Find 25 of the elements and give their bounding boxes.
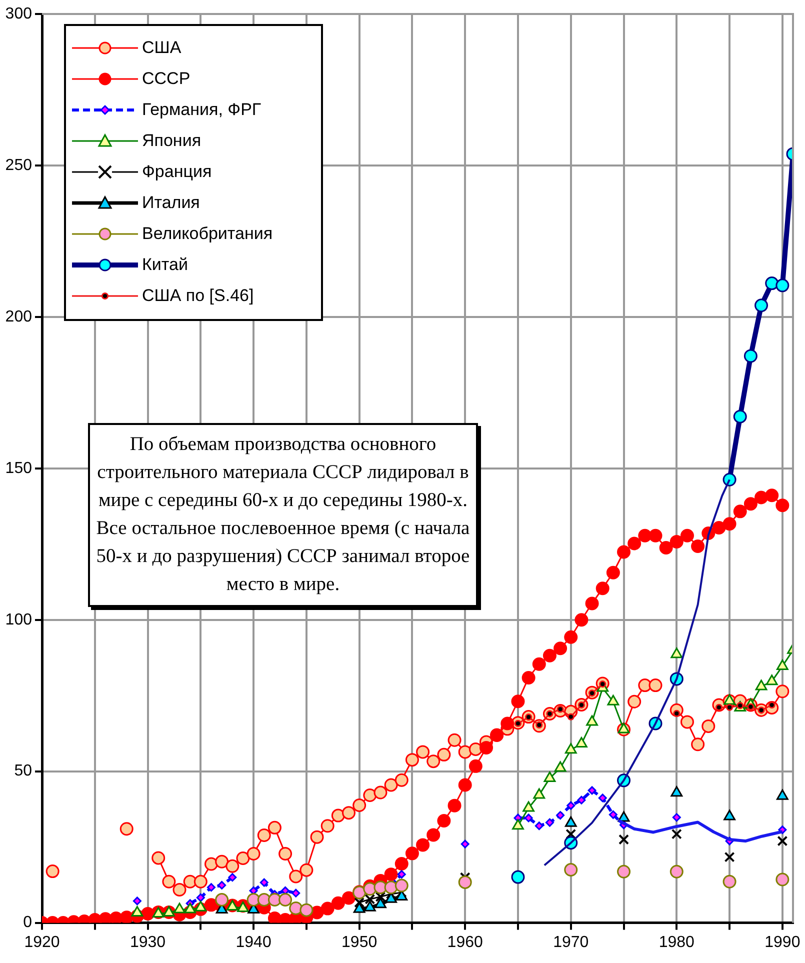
y-tick-label: 50 bbox=[14, 762, 32, 780]
legend-label: США bbox=[142, 38, 182, 58]
y-tick-label: 250 bbox=[5, 156, 32, 174]
x-tick-label: 1980 bbox=[658, 934, 695, 951]
legend-label: США по [S.46] bbox=[142, 286, 254, 306]
legend-label: Япония bbox=[142, 130, 202, 150]
legend-label: Германия, ФРГ bbox=[142, 100, 262, 120]
legend-label: СССР bbox=[142, 68, 190, 88]
x-tick-label: 1950 bbox=[342, 934, 378, 951]
x-tick-label: 1960 bbox=[447, 934, 483, 951]
x-tick-label: 1930 bbox=[130, 934, 166, 951]
y-tick-label: 150 bbox=[5, 460, 32, 477]
legend-label: Великобритания bbox=[142, 224, 273, 244]
legend-label: Италия bbox=[142, 192, 200, 212]
x-tick-label: 1920 bbox=[24, 934, 60, 951]
legend-label: Франция bbox=[142, 162, 212, 182]
y-tick-label: 300 bbox=[5, 5, 32, 22]
x-tick-label: 1970 bbox=[553, 934, 589, 951]
legend-label: Китай bbox=[142, 254, 188, 274]
y-tick-label: 0 bbox=[23, 914, 32, 932]
annotation: По объемам производства основного строительного материала СССР лидировал в мире с середины 60-х и до середины 1980-х. Все остальное послевоенное время (с начала 50-х и до разрушения) СССР занимал второе место в мире. bbox=[88, 423, 478, 607]
y-tick-label: 100 bbox=[5, 611, 32, 628]
x-tick-label: 1990 bbox=[764, 934, 800, 951]
x-tick-label: 1940 bbox=[236, 934, 272, 951]
y-tick-label: 200 bbox=[5, 308, 32, 326]
